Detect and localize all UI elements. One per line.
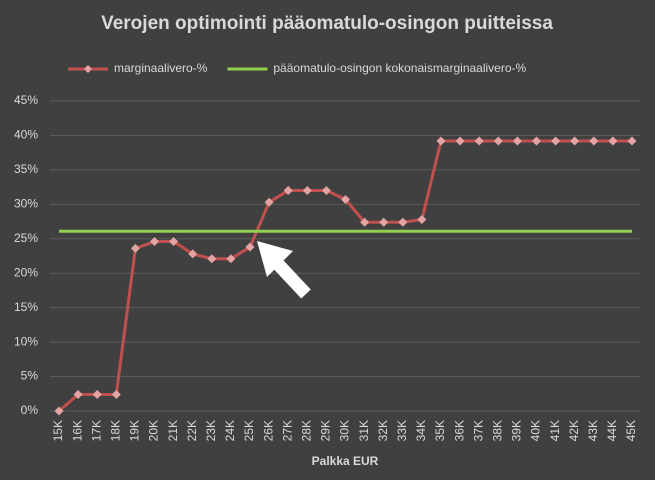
data-point (436, 136, 446, 146)
data-point (570, 136, 580, 146)
x-tick-label: 29K (319, 420, 333, 441)
y-tick-label: 0% (21, 403, 39, 417)
x-tick-label: 30K (338, 420, 352, 441)
legend-label: marginaalivero-% (114, 61, 208, 75)
data-point (341, 195, 350, 205)
y-tick-label: 30% (14, 197, 38, 211)
x-tick-label: 22K (185, 420, 199, 441)
legend-label: pääomatulo-osingon kokonaismarginaaliver… (273, 61, 526, 75)
arrow-head (257, 241, 293, 277)
y-tick-label: 20% (14, 265, 38, 279)
data-point (455, 136, 465, 146)
x-tick-label: 26K (261, 420, 275, 441)
x-tick-label: 39K (510, 420, 524, 441)
data-point (398, 217, 408, 227)
y-tick-label: 45% (14, 93, 38, 107)
y-tick-label: 25% (14, 231, 38, 245)
x-tick-label: 28K (299, 420, 313, 441)
x-tick-label: 21K (166, 420, 180, 441)
data-point (302, 186, 312, 196)
x-tick-label: 23K (204, 420, 218, 441)
x-tick-label: 18K (108, 420, 122, 441)
data-point (379, 217, 389, 227)
data-point (130, 243, 140, 253)
data-point (417, 214, 427, 224)
data-point (321, 186, 331, 196)
x-tick-label: 45K (624, 420, 638, 441)
data-point (150, 237, 159, 247)
x-tick-label: 17K (89, 420, 103, 441)
x-tick-label: 16K (70, 420, 84, 441)
data-point (589, 136, 599, 146)
data-point (608, 136, 618, 146)
data-point (551, 136, 561, 146)
data-point (188, 249, 198, 259)
x-tick-label: 25K (242, 420, 256, 441)
x-tick-label: 41K (548, 420, 562, 441)
y-tick-label: 15% (14, 300, 38, 314)
data-point (245, 242, 255, 252)
data-point (73, 389, 83, 399)
x-tick-label: 34K (414, 420, 428, 441)
x-tick-label: 35K (433, 420, 447, 441)
data-point (92, 389, 102, 399)
data-point (283, 186, 293, 196)
data-point (169, 237, 179, 247)
y-tick-label: 10% (14, 334, 38, 348)
data-point (207, 254, 217, 264)
annotation-arrow (257, 241, 311, 299)
data-point (532, 136, 541, 146)
data-point (264, 197, 274, 207)
data-point (493, 136, 503, 146)
y-tick-label: 5% (21, 369, 39, 383)
x-tick-label: 31K (357, 420, 371, 441)
x-tick-label: 33K (395, 420, 409, 441)
data-point (360, 217, 370, 227)
x-tick-label: 32K (376, 420, 390, 441)
x-tick-label: 37K (471, 420, 485, 441)
data-point (54, 406, 64, 416)
legend-marker (84, 65, 92, 73)
plot-area: 0% 5% 10% 15% 20% 25% 30% 35% 40% 45% 15K 16K 17K 18K… (14, 61, 640, 441)
x-tick-label: 20K (147, 420, 161, 441)
y-tick-label: 35% (14, 162, 38, 176)
x-axis-label: Palkka EUR (312, 454, 379, 468)
x-tick-label: 15K (51, 420, 65, 441)
x-tick-label: 19K (128, 420, 142, 441)
x-tick-label: 27K (280, 420, 294, 441)
chart-title: Verojen optimointi pääomatulo-osingon pu… (101, 13, 553, 34)
x-tick-label: 42K (567, 420, 581, 441)
y-tick-label: 40% (14, 128, 38, 142)
x-tick-label: 43K (586, 420, 600, 441)
x-tick-label: 40K (529, 420, 543, 441)
arrow-shaft (271, 257, 311, 299)
x-tick-label: 36K (452, 420, 466, 441)
data-point (627, 136, 637, 146)
data-point (474, 136, 484, 146)
data-point (512, 136, 522, 146)
data-point (111, 389, 121, 399)
x-tick-label: 38K (490, 420, 504, 441)
x-tick-label: 44K (605, 420, 619, 441)
data-point (226, 254, 236, 264)
x-tick-label: 24K (223, 420, 237, 441)
